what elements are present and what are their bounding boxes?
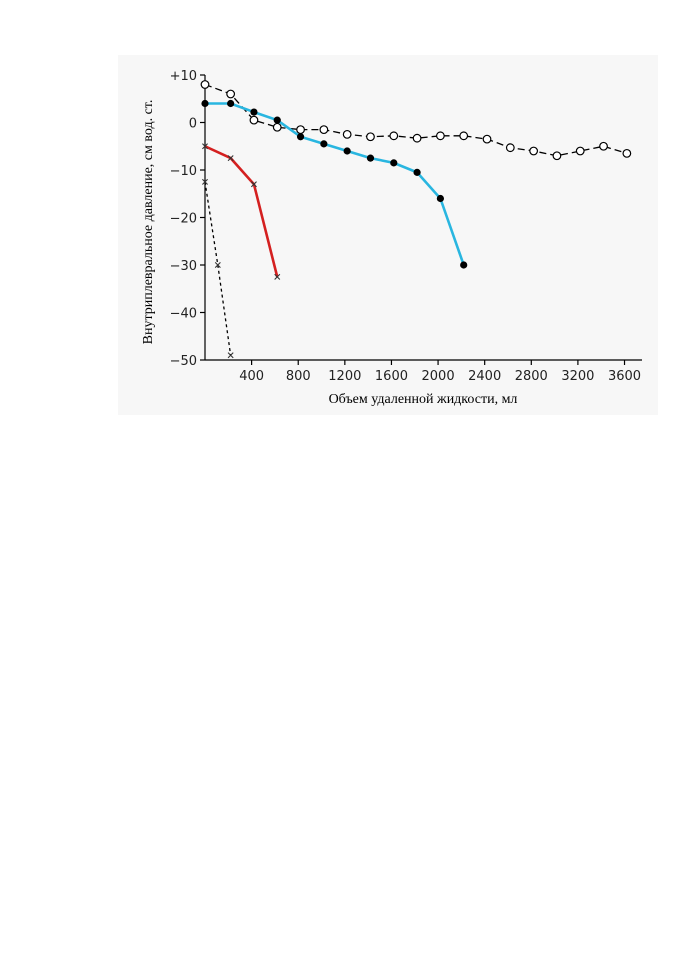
data-point [296, 133, 305, 141]
x-axis-title: Объем удаленной жидкости, мл [329, 392, 518, 407]
data-point [529, 146, 539, 156]
x-tick-label: 1200 [328, 369, 361, 384]
data-point [250, 108, 258, 116]
data-point [435, 131, 445, 141]
series-3 [202, 143, 281, 280]
data-point [343, 147, 351, 155]
series-1 [200, 80, 632, 161]
y-tick-label: −30 [170, 259, 197, 274]
data-point [436, 194, 444, 203]
data-point [227, 352, 234, 359]
series-2 [201, 99, 468, 269]
data-point [390, 159, 398, 167]
y-tick-label: −10 [170, 164, 197, 179]
y-axis-title: Внутриплевральное давление, см вод. ст. [141, 100, 156, 345]
data-point [575, 146, 585, 156]
data-point [389, 131, 399, 141]
x-tick-label: 800 [286, 369, 311, 384]
data-point [622, 148, 632, 158]
data-point [249, 115, 259, 125]
data-point [227, 155, 234, 162]
series-line [204, 145, 279, 278]
data-point [505, 143, 515, 153]
data-point [342, 129, 352, 139]
data-point [599, 141, 608, 151]
x-tick-label: 2800 [515, 369, 548, 384]
data-point [459, 131, 469, 141]
data-point [202, 143, 208, 150]
data-point [202, 178, 208, 185]
data-point [250, 181, 257, 188]
y-tick-label: −50 [170, 354, 197, 369]
data-point [273, 116, 281, 124]
x-tick-label: 1600 [375, 369, 408, 384]
data-point [412, 133, 422, 143]
data-point [482, 134, 492, 144]
data-point [201, 99, 209, 108]
y-tick-label: 0 [189, 117, 197, 132]
data-point [272, 122, 282, 132]
data-point [227, 99, 235, 108]
data-point [214, 262, 221, 268]
data-point [366, 154, 375, 162]
x-tick-label: 3200 [561, 369, 594, 384]
data-point [319, 125, 329, 135]
data-series [200, 80, 632, 359]
data-point [274, 273, 281, 280]
x-tick-label: 3600 [608, 369, 641, 384]
y-tick-label: −40 [170, 307, 197, 322]
series-line [205, 102, 465, 266]
data-point [296, 125, 305, 135]
data-point [320, 140, 328, 148]
y-tick-label: −20 [170, 212, 197, 227]
x-tick-label: 400 [239, 369, 264, 384]
x-tick-label: 2000 [422, 369, 455, 384]
y-tick-label: +10 [170, 69, 197, 84]
data-point [200, 80, 210, 89]
x-tick-label: 2400 [468, 369, 501, 384]
data-point [226, 89, 236, 99]
data-point [460, 261, 468, 269]
data-point [413, 168, 421, 176]
data-point [552, 151, 562, 161]
chart-panel-background [118, 55, 658, 415]
series-4 [202, 178, 234, 359]
axis-ticks: +10 0 −10 −20 −30 −40 −50 400 800 1200 1600 2000 240… [170, 69, 642, 384]
data-point [366, 132, 375, 142]
